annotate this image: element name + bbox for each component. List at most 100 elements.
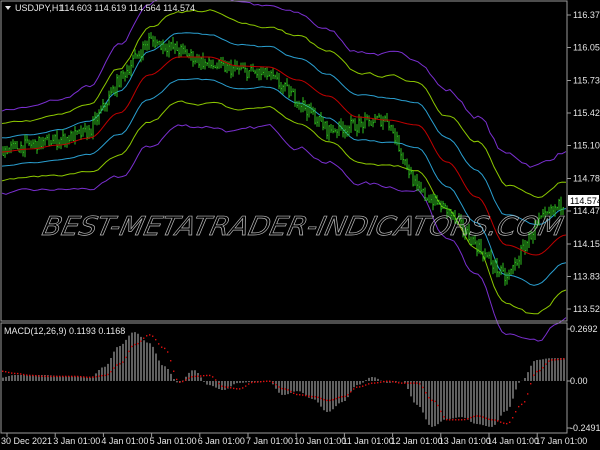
price-bar (550, 204, 552, 217)
price-bar (318, 116, 320, 127)
macd-signal-dot (449, 419, 451, 421)
price-bar (150, 32, 152, 39)
macd-panel[interactable] (2, 332, 565, 427)
price-bar (166, 43, 168, 57)
price-bar (274, 74, 276, 80)
macd-signal-dot (38, 375, 40, 377)
price-bar (420, 181, 422, 194)
macd-signal-dot (275, 383, 277, 386)
macd-signal-dot (344, 395, 346, 398)
macd-signal-dot (554, 359, 556, 361)
price-bar (484, 248, 486, 260)
macd-signal-dot (248, 383, 250, 385)
macd-signal-dot (122, 361, 124, 363)
macd-signal-dot (170, 360, 172, 362)
price-bar (168, 40, 170, 58)
price-bar (558, 198, 560, 211)
price-bar (448, 208, 450, 218)
macd-signal-dot (437, 404, 439, 407)
macd-signal-dot (110, 370, 112, 373)
macd-signal-dot (365, 384, 367, 386)
macd-signal-dot (179, 381, 181, 383)
macd-signal-dot (281, 387, 283, 390)
macd-signal-dot (116, 364, 118, 366)
price-bar (536, 219, 538, 228)
price-bar (298, 100, 300, 110)
price-bar (176, 41, 178, 51)
price-panel[interactable] (1, 0, 567, 342)
macd-signal-dot (158, 343, 160, 345)
price-bar (370, 120, 372, 126)
macd-signal-dot (2, 370, 4, 372)
collapse-triangle-icon[interactable] (5, 6, 11, 10)
price-bar (44, 137, 46, 146)
price-bar (460, 214, 462, 227)
macd-signal-dot (11, 372, 13, 374)
watermark: BEST-METATRADER-INDICATORS.COM (40, 212, 566, 242)
macd-signal-dot (317, 396, 319, 399)
macd-signal-dot (137, 342, 139, 345)
macd-signal-dot (368, 383, 370, 385)
price-bar (332, 125, 334, 134)
price-bar (118, 75, 120, 88)
macd-signal-dot (374, 382, 376, 384)
price-bar (466, 225, 468, 235)
time-tick-label: 5 Jan 01:00 (150, 436, 197, 446)
macd-signal-dot (98, 375, 100, 377)
price-bar (140, 49, 142, 63)
macd-signal-dot (278, 386, 280, 388)
macd-signal-dot (209, 374, 211, 377)
macd-signal-dot (23, 373, 25, 376)
macd-signal-dot (215, 379, 217, 381)
price-bar (310, 102, 312, 114)
macd-signal-dot (428, 396, 430, 399)
price-bar (394, 128, 396, 145)
macd-signal-dot (326, 399, 328, 402)
price-bar (76, 130, 78, 135)
price-bar (116, 74, 118, 98)
macd-signal-dot (347, 393, 349, 396)
macd-signal-dot (461, 419, 463, 421)
price-bar (162, 39, 164, 55)
price-bar (272, 68, 274, 80)
macd-signal-dot (314, 396, 316, 398)
macd-signal-dot (155, 338, 157, 341)
macd-signal-dot (35, 374, 37, 377)
time-tick-label: 6 Jan 01:00 (198, 436, 245, 446)
macd-signal-dot (491, 419, 493, 421)
macd-label: MACD(12,26,9) 0.1193 0.1168 (4, 326, 125, 336)
macd-signal-dot (359, 386, 361, 388)
price-bar (228, 61, 230, 72)
price-bar (512, 264, 514, 275)
macd-signal-dot (476, 415, 478, 417)
price-bar (538, 212, 540, 226)
macd-signal-dot (560, 358, 562, 360)
macd-signal-dot (224, 386, 226, 388)
price-bar (280, 81, 282, 93)
macd-signal-dot (392, 380, 394, 383)
macd-signal-dot (533, 374, 535, 376)
macd-signal-dot (311, 395, 313, 398)
time-tick-label: 14 Jan 01:00 (487, 436, 539, 446)
band-3-upper-line (1, 0, 567, 168)
macd-signal-dot (113, 367, 115, 369)
price-bar (314, 107, 316, 125)
price-bar (362, 121, 364, 134)
price-bar (510, 268, 512, 275)
price-bar (32, 139, 34, 149)
price-bar (186, 49, 188, 57)
price-bar (66, 136, 68, 148)
macd-signal-dot (488, 418, 490, 420)
price-bar (88, 125, 90, 140)
macd-signal-dot (176, 378, 178, 381)
macd-signal-dot (485, 417, 487, 419)
price-bar (508, 269, 510, 280)
price-bar (414, 175, 416, 186)
price-bar (60, 136, 62, 150)
price-bar (180, 44, 182, 57)
price-bar (170, 41, 172, 51)
price-bar (308, 103, 310, 118)
time-tick-label: 30 Dec 2021 (1, 436, 52, 446)
price-bar (16, 141, 18, 150)
